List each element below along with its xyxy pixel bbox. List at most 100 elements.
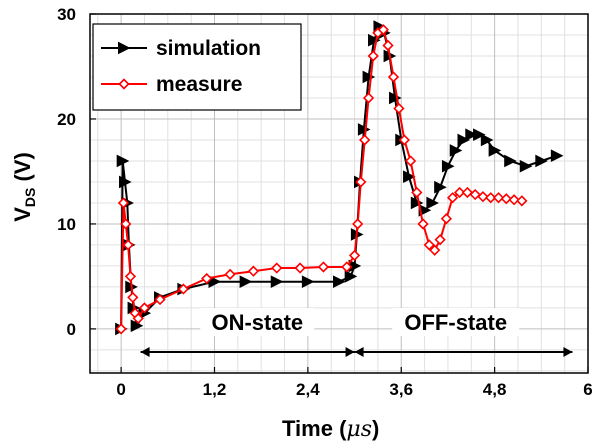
state-annotations: ON-state OFF-state xyxy=(140,308,573,358)
data-point xyxy=(377,24,389,36)
x-axis-title-unit: μs xyxy=(346,417,372,442)
annotation-label-bg xyxy=(392,308,520,337)
legend-items: simulation measure xyxy=(101,37,261,96)
annotation-label: ON-state xyxy=(211,310,303,335)
data-point xyxy=(488,144,502,157)
y-axis-title: VDS (V) xyxy=(10,152,38,222)
arrow-head-right xyxy=(563,347,573,358)
data-point xyxy=(239,275,253,288)
y-tick-label: 30 xyxy=(57,5,76,24)
data-point xyxy=(441,159,455,173)
data-point xyxy=(348,249,361,262)
data-point xyxy=(130,319,144,333)
arrow-head-right xyxy=(345,347,355,358)
data-point xyxy=(117,197,130,209)
legend-box xyxy=(92,23,302,111)
data-point xyxy=(457,133,471,147)
data-point xyxy=(393,102,405,115)
data-point xyxy=(127,291,139,304)
plot-frame xyxy=(89,13,589,374)
arrow-head-left xyxy=(140,347,150,358)
data-point xyxy=(201,272,213,285)
data-point xyxy=(429,244,441,256)
data-point xyxy=(403,170,416,184)
data-point xyxy=(508,194,520,206)
data-point xyxy=(382,39,394,52)
data-point xyxy=(367,50,379,62)
data-point xyxy=(359,134,371,146)
data-point xyxy=(177,283,190,295)
data-point xyxy=(404,155,417,167)
series-layer xyxy=(115,20,564,336)
data-point xyxy=(398,134,410,146)
data-point xyxy=(154,293,166,306)
legend-label: measure xyxy=(156,73,242,96)
data-point xyxy=(434,234,446,246)
x-tick-labels: 0 1,2 2,4 3,6 4,8 6 xyxy=(116,367,592,399)
data-point xyxy=(368,33,381,47)
x-tick-label: 1,2 xyxy=(203,380,227,399)
data-point xyxy=(453,186,466,199)
legend-label: simulation xyxy=(156,37,261,60)
data-point xyxy=(355,176,367,188)
state-annotation: OFF-state xyxy=(354,308,573,358)
x-tick-label: 4,8 xyxy=(483,380,507,399)
data-point xyxy=(247,265,260,277)
state-annotation: ON-state xyxy=(140,308,355,358)
data-point xyxy=(519,159,533,173)
data-point xyxy=(500,193,512,205)
y-axis-title-sub: DS xyxy=(22,188,38,207)
data-point xyxy=(389,91,402,105)
y-tick-label: 10 xyxy=(57,215,76,234)
data-point xyxy=(116,154,130,168)
data-point xyxy=(434,180,447,194)
data-point xyxy=(387,71,400,83)
x-axis-title: Time (μs) xyxy=(282,416,379,442)
data-point xyxy=(119,175,132,189)
legend: simulation measure xyxy=(92,23,302,111)
data-point xyxy=(473,128,486,142)
data-point xyxy=(423,239,435,251)
data-point xyxy=(485,192,497,204)
data-point xyxy=(465,128,478,142)
data-point xyxy=(317,261,330,273)
data-point xyxy=(535,154,548,168)
data-point xyxy=(550,149,564,163)
data-point xyxy=(132,312,144,325)
data-point xyxy=(120,218,132,230)
data-point xyxy=(446,192,459,204)
data-point xyxy=(301,275,315,288)
data-point xyxy=(469,188,481,201)
data-point xyxy=(352,218,364,230)
data-point xyxy=(449,144,463,157)
arrow-head-left xyxy=(354,347,364,358)
data-point xyxy=(270,275,284,288)
data-point xyxy=(115,323,127,335)
data-point xyxy=(417,218,429,230)
data-point xyxy=(294,262,306,274)
legend-marker xyxy=(118,78,130,90)
x-tick-label: 2,4 xyxy=(296,380,320,399)
data-point xyxy=(344,270,358,283)
data-point xyxy=(122,239,134,251)
annotation-label-bg xyxy=(200,308,315,337)
data-point xyxy=(477,191,489,203)
x-axis-title-main: Time xyxy=(282,416,333,441)
x-tick-label: 6 xyxy=(583,380,592,399)
data-point xyxy=(440,213,453,225)
y-axis-title-main: V xyxy=(10,207,35,222)
y-tick-label: 20 xyxy=(57,110,76,129)
annotation-label: OFF-state xyxy=(404,310,507,335)
data-point xyxy=(492,192,505,204)
data-point xyxy=(426,196,439,210)
data-point xyxy=(461,186,474,199)
legend-marker xyxy=(118,41,131,55)
svg-text:VDS (V): VDS (V) xyxy=(10,152,38,222)
data-point xyxy=(516,195,528,207)
data-point xyxy=(480,133,494,147)
data-point xyxy=(411,186,423,199)
y-tick-labels: 0 10 20 30 xyxy=(57,5,96,339)
data-point xyxy=(124,270,137,283)
data-point xyxy=(504,154,517,168)
